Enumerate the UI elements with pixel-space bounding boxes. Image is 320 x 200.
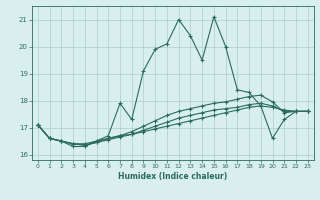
X-axis label: Humidex (Indice chaleur): Humidex (Indice chaleur) bbox=[118, 172, 228, 181]
